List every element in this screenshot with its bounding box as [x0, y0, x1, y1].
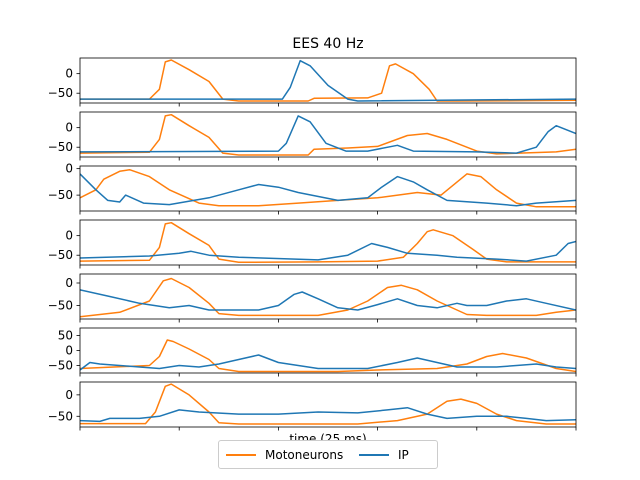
line-ip-panel-7	[80, 406, 576, 423]
legend-label-motoneurons: Motoneurons	[265, 448, 344, 462]
legend: Motoneurons IP	[218, 440, 438, 469]
panel-frame	[79, 381, 577, 428]
y-tick-label: 0	[65, 121, 73, 135]
line-motoneurons-panel-3	[80, 168, 576, 208]
line-ip-panel-3	[80, 173, 576, 207]
y-tick-label: −50	[48, 299, 73, 313]
panel-6: 500−50	[48, 327, 577, 377]
y-tick-label: −50	[48, 140, 73, 154]
panel-frame	[79, 165, 577, 212]
y-tick-label: −50	[48, 248, 73, 262]
y-tick-label: 0	[65, 162, 73, 176]
panel-3: 0 −50	[48, 162, 577, 215]
y-tick-label: 0	[65, 276, 73, 290]
line-motoneurons-panel-4	[80, 221, 576, 264]
panel-4: 0−50	[48, 219, 577, 269]
line-motoneurons-panel-5	[80, 277, 576, 318]
panel-frame	[79, 111, 577, 158]
y-tick-label: −50	[48, 409, 73, 423]
line-ip-panel-2	[80, 115, 576, 154]
y-tick-label: −50	[48, 86, 73, 100]
line-ip-panel-4	[80, 240, 576, 262]
panel-frame	[79, 57, 577, 104]
legend-item-ip: IP	[359, 447, 409, 463]
panel-2: 0−50	[48, 111, 577, 161]
y-tick-label: −50	[48, 359, 73, 373]
legend-swatch-motoneurons	[226, 454, 256, 456]
legend-item-motoneurons: Motoneurons	[226, 447, 343, 463]
line-motoneurons-panel-2	[80, 113, 576, 156]
chart-title: EES 40 Hz	[292, 36, 363, 52]
line-ip-panel-1	[80, 59, 576, 102]
y-tick-label: 50	[58, 329, 73, 343]
y-tick-label: −50	[48, 188, 73, 202]
y-tick-label: 0	[65, 344, 73, 358]
line-motoneurons-panel-6	[80, 339, 576, 373]
line-ip-panel-6	[80, 354, 576, 371]
line-motoneurons-panel-7	[80, 383, 576, 425]
panel-frame	[79, 273, 577, 320]
y-tick-label: 0	[65, 67, 73, 81]
panel-1: 0−50	[48, 57, 577, 107]
legend-label-ip: IP	[398, 448, 409, 462]
legend-swatch-ip	[359, 454, 389, 456]
panel-7: 0 −50	[48, 381, 577, 431]
panel-frame	[79, 219, 577, 266]
line-ip-panel-5	[80, 289, 576, 311]
y-tick-label: 0	[65, 229, 73, 243]
y-tick-label: 0	[65, 388, 73, 402]
panel-5: 0 −50	[48, 273, 577, 323]
line-motoneurons-panel-1	[80, 59, 576, 102]
